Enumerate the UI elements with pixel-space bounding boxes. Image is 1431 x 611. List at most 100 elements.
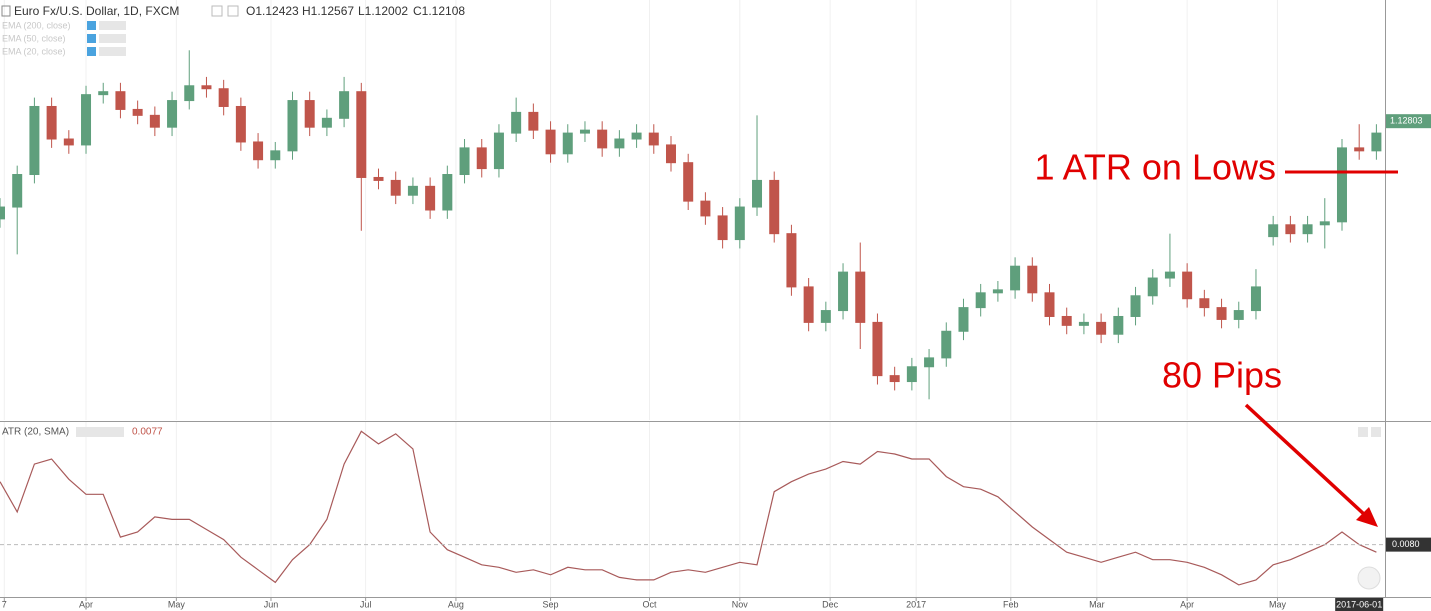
candle-body bbox=[1336, 147, 1347, 223]
indicator-button[interactable] bbox=[99, 34, 126, 43]
candle-body bbox=[12, 174, 23, 208]
candle-body bbox=[1302, 224, 1313, 235]
candle-body bbox=[838, 271, 849, 312]
candle-body bbox=[1027, 265, 1038, 294]
candle-body bbox=[562, 132, 573, 155]
indicator-button[interactable] bbox=[87, 34, 96, 43]
candle-body bbox=[493, 132, 504, 170]
marker-box bbox=[1386, 537, 1431, 552]
x-tick-label: 7 bbox=[2, 599, 7, 609]
x-tick-label: Jul bbox=[360, 599, 372, 609]
candle-body bbox=[373, 176, 384, 181]
candle-body bbox=[1078, 321, 1089, 326]
indicator-button[interactable] bbox=[99, 47, 126, 56]
x-tick-label: Feb bbox=[1003, 599, 1019, 609]
annotation: 80 Pips bbox=[1162, 355, 1282, 396]
indicator-label: EMA (200, close) bbox=[2, 20, 71, 30]
candle-body bbox=[476, 147, 487, 170]
last-price-label: 1.12803 bbox=[1390, 116, 1423, 126]
x-tick-highlight bbox=[1335, 598, 1384, 611]
candle-body bbox=[924, 357, 935, 368]
candle-body bbox=[1319, 221, 1330, 226]
candle-body bbox=[390, 179, 401, 196]
candle-body bbox=[769, 179, 780, 235]
candle-body bbox=[0, 206, 5, 220]
candle-body bbox=[717, 215, 728, 241]
candle-body bbox=[149, 114, 160, 128]
candle-body bbox=[1147, 277, 1158, 297]
candle-body bbox=[339, 91, 350, 119]
candle-body bbox=[665, 144, 676, 164]
candle-body bbox=[700, 200, 711, 217]
indicator-button[interactable] bbox=[76, 427, 124, 437]
candle-body bbox=[132, 108, 143, 116]
indicator-label: EMA (20, close) bbox=[2, 46, 66, 56]
candle-body bbox=[1010, 265, 1021, 291]
x-tick-label: Apr bbox=[1180, 599, 1194, 609]
ohlc-close: C1.12108 bbox=[413, 4, 465, 18]
ohlc-low: L1.12002 bbox=[358, 4, 408, 18]
candle-body bbox=[407, 185, 418, 196]
x-tick-label: 2017 bbox=[906, 599, 926, 609]
marker-label: 0.0080 bbox=[1392, 539, 1420, 549]
candle-body bbox=[906, 366, 917, 383]
candle-body bbox=[734, 206, 745, 241]
candle-body bbox=[889, 375, 900, 383]
indicator-button[interactable] bbox=[99, 21, 126, 30]
candle-body bbox=[184, 85, 195, 102]
candle-body bbox=[1285, 224, 1296, 235]
header-button[interactable] bbox=[211, 5, 223, 17]
candle-body bbox=[1096, 321, 1107, 335]
candle-body bbox=[752, 179, 763, 208]
grid bbox=[3, 0, 1278, 597]
pane-button[interactable] bbox=[1371, 427, 1381, 437]
axes: 1.12803 0.0080 7 Apr May Jun Jul Aug Sep Oct Nov De… bbox=[2, 114, 1431, 611]
x-tick-label: Oct bbox=[642, 599, 657, 609]
x-tick-label: Dec bbox=[822, 599, 839, 609]
header-button[interactable] bbox=[227, 5, 239, 17]
x-tick-label: Nov bbox=[732, 599, 749, 609]
scroll-button[interactable] bbox=[1357, 566, 1381, 590]
atr-line bbox=[0, 430, 1377, 586]
candle-body bbox=[356, 91, 367, 178]
candle-body bbox=[1216, 307, 1227, 320]
candle-body bbox=[235, 105, 246, 143]
candle-body bbox=[528, 111, 539, 131]
candle-body bbox=[872, 321, 883, 377]
ohlc-open: O1.12423 bbox=[246, 4, 299, 18]
x-tick-label: Sep bbox=[543, 599, 559, 609]
candle-body bbox=[803, 286, 814, 323]
candle-body bbox=[1113, 315, 1124, 335]
x-tick-label: Apr bbox=[79, 599, 93, 609]
indicator-button[interactable] bbox=[87, 21, 96, 30]
menu-icon[interactable] bbox=[1, 5, 11, 17]
pane-button[interactable] bbox=[1358, 427, 1368, 437]
candle-body bbox=[545, 129, 556, 155]
candle-body bbox=[304, 100, 315, 128]
candle-body bbox=[1268, 224, 1279, 238]
indicator-button[interactable] bbox=[87, 47, 96, 56]
annotation-arrow bbox=[1244, 403, 1368, 518]
candle-body bbox=[1250, 286, 1261, 312]
candle-body bbox=[820, 310, 831, 323]
symbol-title: Euro Fx/U.S. Dollar, 1D, FXCM bbox=[14, 4, 179, 18]
x-tick-label: May bbox=[1269, 599, 1287, 609]
atr-current-value: 0.0077 bbox=[132, 427, 163, 438]
candle-body bbox=[1354, 147, 1365, 152]
candle-body bbox=[1164, 271, 1175, 279]
candle-body bbox=[442, 174, 453, 211]
candle-body bbox=[631, 132, 642, 140]
candle-body bbox=[425, 185, 436, 211]
candle-body bbox=[597, 129, 608, 149]
candle-body bbox=[1130, 295, 1141, 317]
candle-body bbox=[1199, 298, 1210, 309]
candle-body bbox=[46, 105, 57, 140]
candle-body bbox=[115, 91, 126, 110]
x-tick-label: Jun bbox=[264, 599, 279, 609]
ohlc-high: H1.12567 bbox=[302, 4, 354, 18]
candle-body bbox=[1233, 310, 1244, 320]
candle-body bbox=[941, 330, 952, 359]
candle-body bbox=[321, 117, 332, 128]
